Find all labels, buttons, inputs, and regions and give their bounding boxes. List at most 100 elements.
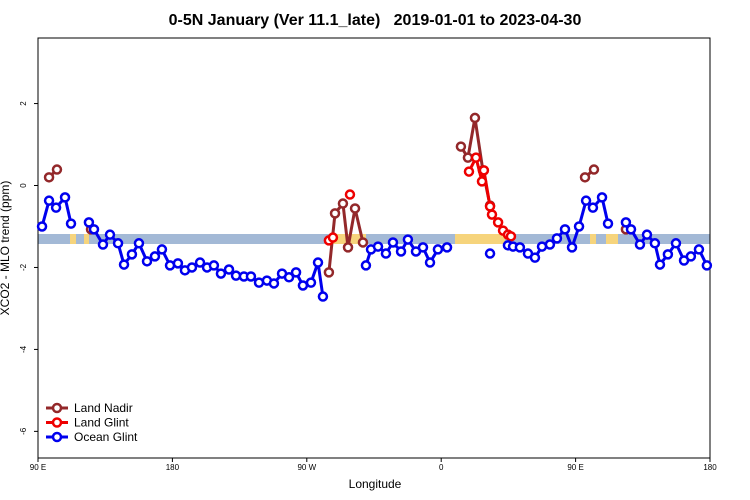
data-point [59, 192, 71, 203]
data-point [596, 192, 608, 203]
data-point [634, 239, 646, 250]
legend-marker [51, 417, 63, 428]
data-point [579, 172, 591, 183]
plot-frame [37, 37, 711, 459]
data-point [118, 259, 130, 270]
data-point [312, 257, 324, 268]
data-point [156, 244, 168, 255]
data-point [323, 267, 335, 278]
data-point [670, 238, 682, 249]
data-point [544, 239, 556, 250]
data-point [297, 280, 309, 291]
data-point [424, 257, 436, 268]
x-axis-label: Longitude [349, 477, 402, 491]
legend-marker [51, 431, 63, 443]
data-point [566, 242, 578, 253]
data-point [685, 251, 697, 262]
data-point [104, 229, 116, 240]
data-point [268, 278, 280, 289]
x-tick-label: 180 [703, 463, 717, 472]
data-point [395, 246, 407, 257]
data-point [126, 249, 138, 260]
data-point [432, 244, 444, 255]
data-point [387, 237, 399, 248]
data-point [283, 272, 295, 283]
data-point [455, 141, 467, 152]
data-point [51, 164, 63, 175]
data-point [88, 224, 100, 235]
data-point [357, 237, 369, 248]
band-land [330, 234, 366, 244]
y-tick-label: -6 [19, 427, 28, 435]
data-point [476, 176, 488, 187]
y-tick-label: 2 [19, 101, 28, 106]
legend-label: Land Nadir [74, 401, 133, 415]
data-point [342, 242, 354, 253]
x-tick-label: 90 E [30, 463, 46, 472]
x-tick-label: 90 W [297, 463, 316, 472]
legend-label: Ocean Glint [74, 430, 138, 444]
data-point [172, 258, 184, 269]
data-point [149, 251, 161, 262]
data-point [133, 238, 145, 249]
data-point [649, 238, 661, 249]
legend-label: Land Glint [74, 416, 129, 430]
data-point [486, 209, 498, 220]
y-tick-label: 0 [19, 183, 28, 188]
band-land [84, 234, 89, 244]
band-ocean [38, 234, 710, 244]
data-point [559, 224, 571, 235]
chart-title: 0-5N January (Ver 11.1_late) 2019-01-01 … [169, 12, 582, 29]
x-tick-label: 0 [439, 463, 444, 472]
data-point [441, 242, 453, 253]
data-point [484, 201, 496, 212]
band-land [70, 234, 76, 244]
data-point [344, 189, 356, 200]
data-point [693, 244, 705, 255]
data-point [327, 232, 339, 243]
data-point [625, 224, 637, 235]
data-point [337, 198, 349, 209]
data-point [245, 271, 257, 282]
data-point [701, 260, 713, 271]
data-point [290, 267, 302, 278]
data-point [529, 252, 541, 263]
legend-marker [51, 402, 63, 414]
data-point [402, 234, 414, 245]
data-point [372, 241, 384, 252]
data-point [36, 221, 48, 232]
data-point [317, 291, 329, 302]
data-point [620, 217, 632, 228]
data-point [380, 248, 392, 259]
data-point [505, 231, 517, 242]
data-point [492, 217, 504, 228]
band-land [455, 234, 505, 244]
data-point [360, 260, 372, 271]
y-tick-label: -2 [19, 263, 28, 271]
data-point [462, 152, 474, 163]
surface-band [38, 234, 710, 244]
data-point [463, 166, 475, 177]
data-point [551, 233, 563, 244]
data-point [484, 248, 496, 259]
data-point [469, 112, 481, 124]
data-point [514, 242, 526, 253]
data-point [662, 249, 674, 260]
data-point [186, 262, 198, 273]
data-point [641, 229, 653, 240]
data-point [580, 195, 592, 206]
x-tick-label: 180 [166, 463, 180, 472]
data-point [602, 218, 614, 229]
data-point [654, 259, 666, 270]
data-point [83, 217, 95, 228]
data-point [112, 238, 124, 249]
data-point [43, 172, 55, 183]
band-land [590, 234, 596, 244]
data-point [208, 260, 220, 271]
data-point [587, 202, 599, 213]
data-point [223, 264, 235, 275]
data-point [573, 221, 585, 232]
data-point [305, 277, 317, 288]
